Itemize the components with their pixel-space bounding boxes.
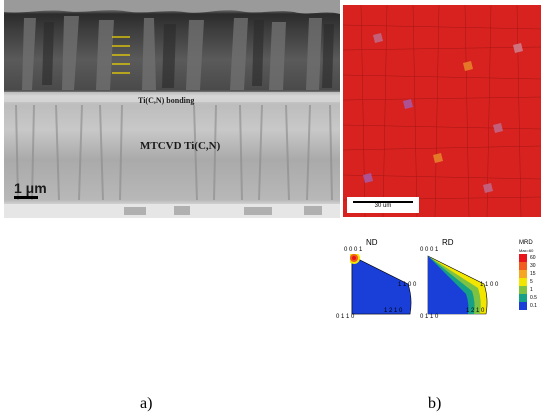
substrate [4,204,340,218]
legend-value: 15 [530,271,536,277]
ebsd-accent-grains [363,33,523,193]
pole-label-bottom-left: 0 1 1 0 [336,314,355,320]
legend-swatch [519,286,527,294]
pole-label-top: 0 0 0 1 [420,247,439,253]
pole-figure-rd: RD 0 0 0 1 1 1 0 0 0 1 1 0 1 2 1 0 [420,238,516,320]
legend-swatch [519,294,527,302]
ebsd-map: 30 um [343,5,541,217]
pole-figure-nd: ND 0 0 0 1 1 1 0 0 0 1 1 0 1 2 1 0 [336,238,426,320]
sem-texture [4,0,340,218]
ebsd-scalebar: 30 um [347,197,419,213]
sem-scalebar-label: 1 μm [14,180,47,196]
caption-a: a) [140,395,153,412]
pole-label-top: 0 0 0 1 [344,247,363,253]
yellow-markers [112,36,130,74]
legend-value: 60 [530,255,536,261]
ebsd-scalebar-label: 30 um [374,203,392,209]
dark-grains [42,20,334,88]
pole-figure-title: ND [366,238,378,247]
pole-figure-sector [350,254,412,315]
legend-swatch [519,278,527,286]
legend-swatch [519,302,527,310]
legend-swatch [519,270,527,278]
pole-label-bottom-right: 1 2 1 0 [384,308,403,314]
legend-title: MRD [519,240,533,246]
caption-b: b) [428,395,442,412]
legend-max: Max=60 [519,248,534,253]
legend-swatch [519,254,527,262]
substrate-particles [124,206,322,215]
sem-micrograph: Ti(C,N) bonding MTCVD Ti(C,N) 1 μm [4,0,340,218]
legend-value: 1 [530,287,533,293]
surface-region [4,0,340,14]
legend-value: 5 [530,279,533,285]
legend-value: 0.1 [530,303,537,309]
bonding-band [4,92,340,102]
pole-label-bottom-right: 1 2 1 0 [466,308,485,314]
legend-value: 30 [530,263,536,269]
pole-label-right: 1 1 0 0 [480,282,499,288]
mtcvd-striations [15,104,333,201]
legend-value: 0.5 [530,295,537,301]
sem-scalebar-line [14,196,38,199]
pole-figure-title: RD [442,238,454,247]
bonding-label: Ti(C,N) bonding [138,96,195,105]
pole-label-bottom-left: 0 1 1 0 [420,314,439,320]
top-grains [22,16,322,90]
pole-label-right: 1 1 0 0 [398,282,417,288]
legend-swatch [519,262,527,270]
mrd-legend: MRD Max=60 60 30 15 5 1 0.5 0.1 [519,240,549,320]
ebsd-grains [343,5,541,217]
mtcvd-label: MTCVD Ti(C,N) [140,140,221,152]
ebsd-scalebar-line [353,201,413,203]
pole-figure-sector [427,255,488,315]
